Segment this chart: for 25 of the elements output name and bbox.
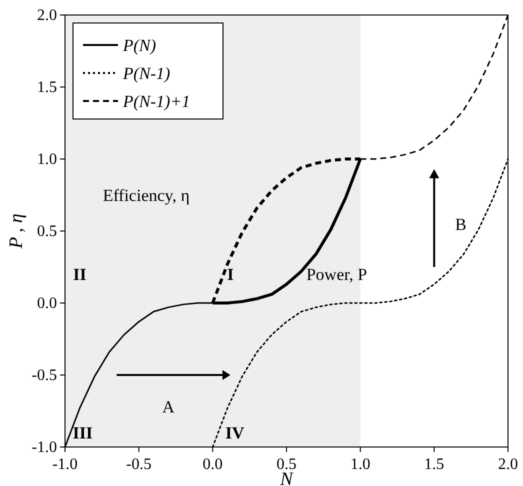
y-tick-label: -0.5 bbox=[32, 367, 57, 384]
x-tick-label: 1.0 bbox=[350, 456, 370, 473]
annotation: IV bbox=[225, 424, 245, 443]
y-tick-label: 0.0 bbox=[37, 295, 57, 312]
annotation: II bbox=[73, 265, 87, 284]
annotation: A bbox=[162, 398, 176, 417]
legend-label: P(N-1)+1 bbox=[122, 92, 190, 111]
annotation: III bbox=[72, 424, 94, 443]
annotation: Efficiency, η bbox=[102, 186, 190, 205]
legend-label: P(N) bbox=[122, 36, 156, 55]
x-tick-label: 1.5 bbox=[424, 456, 444, 473]
y-tick-label: 1.5 bbox=[37, 79, 57, 96]
legend-label: P(N-1) bbox=[122, 64, 171, 83]
annotation: I bbox=[227, 265, 234, 284]
annotation: Power, P bbox=[306, 265, 368, 284]
x-tick-label: -0.5 bbox=[126, 456, 152, 473]
y-tick-label: -1.0 bbox=[32, 439, 57, 456]
x-tick-label: 0.0 bbox=[202, 456, 223, 473]
x-tick-label: -1.0 bbox=[52, 456, 78, 473]
y-tick-label: 2.0 bbox=[37, 7, 57, 24]
x-tick-label: 2.0 bbox=[498, 456, 518, 473]
y-tick-label: 1.0 bbox=[37, 151, 57, 168]
y-axis-title: P , η bbox=[6, 214, 27, 250]
y-tick-label: 0.5 bbox=[37, 223, 57, 240]
annotation: B bbox=[455, 214, 466, 234]
